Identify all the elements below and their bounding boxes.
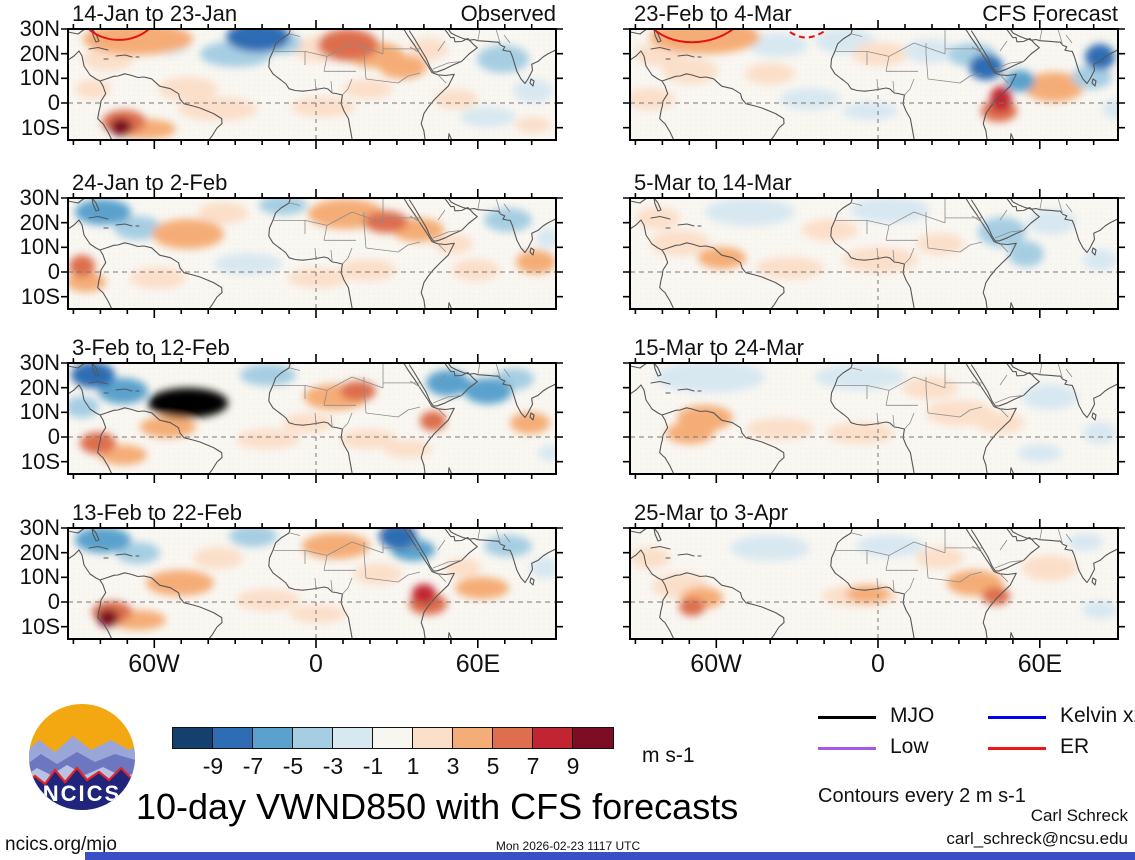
colorbar-segment xyxy=(332,727,374,749)
panel-title: 24-Jan to 2-Feb xyxy=(72,170,228,195)
colorbar-segment xyxy=(372,727,414,749)
colorbar-segment xyxy=(452,727,494,749)
lat-tick-label: 0 xyxy=(47,90,60,115)
legend-line-er xyxy=(988,747,1046,750)
map-plot xyxy=(623,519,1125,648)
lat-tick-label: 10N xyxy=(19,234,60,259)
colorbar-tick-label: 9 xyxy=(566,753,580,779)
colorbar-tick-label: -9 xyxy=(202,753,224,779)
lat-tick-label: 10S xyxy=(20,284,60,309)
colorbar-tick-label: 1 xyxy=(406,753,420,779)
author-email[interactable]: carl_schreck@ncsu.edu xyxy=(946,829,1128,848)
panel-title: 13-Feb to 22-Feb xyxy=(72,500,242,525)
lat-tick-label: 20N xyxy=(19,210,60,235)
panel-corner-label: Observed xyxy=(460,1,556,26)
colorbar-segment xyxy=(212,727,254,749)
colorbar-segment xyxy=(292,727,334,749)
lat-tick-label: 20N xyxy=(19,375,60,400)
map-panel-23-feb-to-4-mar: 23-Feb to 4-Mar CFS Forecast xyxy=(623,1,1125,149)
lat-tick-label: 0 xyxy=(47,589,60,614)
map-plot xyxy=(61,20,563,149)
panel-corner-label: CFS Forecast xyxy=(982,1,1118,26)
colorbar-segment xyxy=(412,727,454,749)
colorbar: -9 -7 -5 -3 -1 1 3 5 7 9 xyxy=(172,727,624,779)
colorbar-unit: m s-1 xyxy=(642,744,695,767)
lon-tick-label: 60W xyxy=(128,650,180,678)
map-plot xyxy=(623,189,1125,318)
legend-line-mjo xyxy=(818,716,876,719)
ncics-logo: NCICS xyxy=(29,704,135,810)
colorbar-segment xyxy=(532,727,574,749)
colorbar-tick-label: -5 xyxy=(282,753,304,779)
lat-tick-label: 30N xyxy=(19,350,60,375)
lat-tick-label: 0 xyxy=(47,424,60,449)
colorbar-segment xyxy=(172,727,214,749)
map-plot xyxy=(623,20,1125,149)
ncics-logo-art: NCICS xyxy=(29,704,135,810)
panel-title: 25-Mar to 3-Apr xyxy=(634,500,789,525)
panel-title: 15-Mar to 24-Mar xyxy=(634,335,804,360)
colorbar-tick-label: 5 xyxy=(486,753,500,779)
colorbar-segment xyxy=(252,727,294,749)
legend-label: Low xyxy=(890,735,929,758)
map-panel-5-mar-to-14-mar: 5-Mar to 14-Mar xyxy=(623,170,1125,318)
map-panel-13-feb-to-22-feb: 13-Feb to 22-Feb xyxy=(61,500,563,648)
panel-title: 3-Feb to 12-Feb xyxy=(72,335,230,360)
map-plot xyxy=(623,354,1125,483)
map-plot xyxy=(61,354,563,483)
map-plot xyxy=(61,519,563,648)
lat-tick-label: 10N xyxy=(19,65,60,90)
lat-tick-label: 20N xyxy=(19,41,60,66)
lat-tick-label: 30N xyxy=(19,185,60,210)
lon-tick-label: 0 xyxy=(309,650,323,678)
colorbar-segment xyxy=(492,727,534,749)
lat-tick-label: 10S xyxy=(20,449,60,474)
panel-title: 23-Feb to 4-Mar xyxy=(634,1,792,26)
lat-tick-label: 10N xyxy=(19,564,60,589)
colorbar-tick-label: 3 xyxy=(446,753,460,779)
lat-tick-label: 30N xyxy=(19,16,60,41)
map-panel-25-mar-to-3-apr: 25-Mar to 3-Apr xyxy=(623,500,1125,648)
lat-tick-label: 10S xyxy=(20,115,60,140)
legend-label: Kelvin x2 xyxy=(1060,704,1135,727)
contour-note: Contours every 2 m s-1 xyxy=(818,785,1026,807)
colorbar-tick-label: 7 xyxy=(526,753,540,779)
legend-label: ER xyxy=(1060,735,1090,758)
timestamp: Mon 2026-02-23 1117 UTC xyxy=(495,839,641,853)
lat-tick-label: 30N xyxy=(19,515,60,540)
colorbar-tick-label: -7 xyxy=(242,753,264,779)
lon-tick-label: 0 xyxy=(871,650,885,678)
legend-line-kelvin-x2 xyxy=(988,716,1046,719)
colorbar-segment xyxy=(572,727,614,749)
lon-tick-label: 60E xyxy=(455,650,501,678)
author-name: Carl Schreck xyxy=(1030,806,1128,825)
legend-label: MJO xyxy=(890,704,935,727)
figure-title: 10-day VWND850 with CFS forecasts xyxy=(136,786,739,827)
ncics-logo-text: NCICS xyxy=(43,781,121,806)
lat-tick-label: 10N xyxy=(19,399,60,424)
map-panel-24-jan-to-2-feb: 24-Jan to 2-Feb xyxy=(61,170,563,318)
site-url[interactable]: ncics.org/mjo xyxy=(5,834,117,855)
lat-tick-label: 0 xyxy=(47,259,60,284)
lat-tick-label: 20N xyxy=(19,540,60,565)
lat-tick-label: 10S xyxy=(20,614,60,639)
footer-bar xyxy=(85,852,1135,860)
colorbar-tick-label: -3 xyxy=(322,753,344,779)
legend-line-low xyxy=(818,747,876,750)
panel-title: 5-Mar to 14-Mar xyxy=(634,170,792,195)
lon-tick-label: 60W xyxy=(690,650,742,678)
colorbar-tick-label: -1 xyxy=(362,753,384,779)
map-panel-15-mar-to-24-mar: 15-Mar to 24-Mar xyxy=(623,335,1125,483)
map-plot xyxy=(61,189,563,318)
lon-tick-label: 60E xyxy=(1017,650,1063,678)
map-panel-3-feb-to-12-feb: 3-Feb to 12-Feb xyxy=(61,335,563,483)
map-panel-14-jan-to-23-jan: 14-Jan to 23-Jan Observed xyxy=(61,1,563,149)
